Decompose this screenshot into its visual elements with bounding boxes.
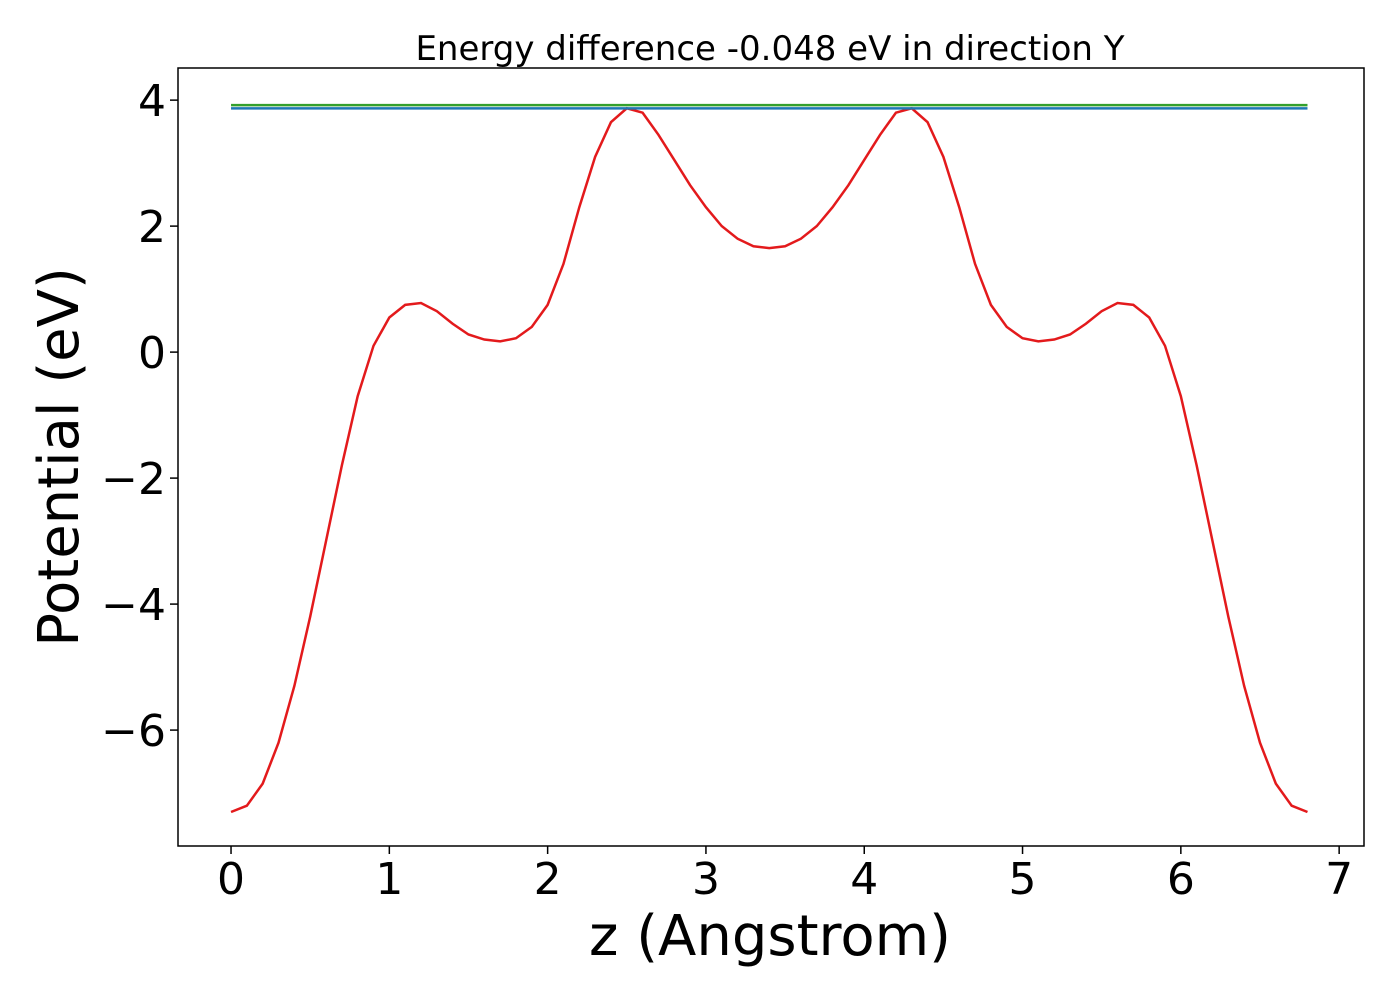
x-axis-label: z (Angstrom) [589, 904, 951, 969]
chart-title: Energy difference -0.048 eV in direction… [415, 29, 1124, 69]
plot-frame [177, 67, 1365, 847]
y-tick-label: −4 [101, 580, 166, 631]
y-tick-label: 4 [138, 76, 166, 127]
y-tick-label: 2 [138, 202, 166, 253]
y-tick-label: 0 [138, 328, 166, 379]
series-line [230, 106, 1308, 814]
y-tick-label: −6 [101, 706, 166, 757]
x-tick-label: 1 [375, 854, 403, 905]
x-tick-label: 2 [534, 854, 562, 905]
y-axis-label: Potential (eV) [27, 267, 92, 647]
x-tick-label: 7 [1325, 854, 1353, 905]
x-tick-label: 4 [850, 854, 878, 905]
x-tick-label: 0 [217, 854, 245, 905]
y-tick-label: −2 [101, 454, 166, 505]
x-tick-label: 5 [1009, 854, 1037, 905]
x-tick-label: 6 [1167, 854, 1195, 905]
x-tick-label: 3 [692, 854, 720, 905]
